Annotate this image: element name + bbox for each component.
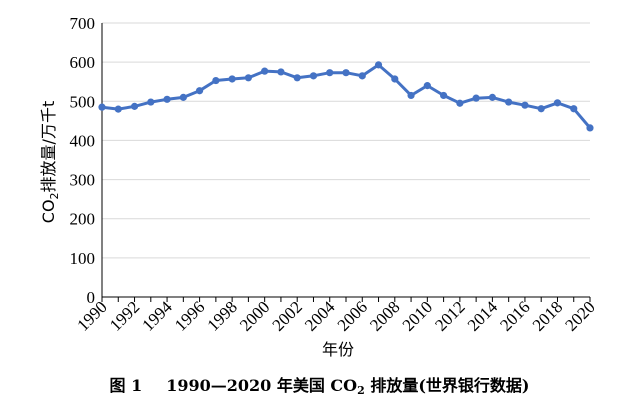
data-point [98, 103, 106, 111]
y-tick-label: 100 [70, 249, 96, 268]
data-point [212, 76, 220, 85]
data-point [521, 101, 529, 109]
data-point [553, 99, 562, 107]
data-point [244, 74, 252, 82]
y-tick-label: 400 [70, 131, 96, 150]
y-tick-labels: 0 100 200 300 400 500 600 700 [70, 14, 96, 307]
data-point [114, 105, 122, 113]
data-point [391, 75, 399, 83]
data-point [505, 98, 513, 106]
data-point [488, 93, 496, 101]
data-point [342, 69, 350, 77]
y-tick-label: 500 [70, 92, 96, 111]
x-tick-label: 2018 [529, 297, 566, 334]
data-point [537, 105, 545, 113]
y-axis-title: CO2排放量/万千t [39, 101, 61, 223]
data-point [570, 105, 578, 113]
x-tick-label: 2004 [301, 297, 339, 335]
data-point [130, 102, 139, 110]
data-point [228, 75, 236, 83]
x-tick-label: 2020 [561, 297, 598, 334]
figure-number: 图 1 [109, 376, 143, 395]
x-tick-label: 1990 [73, 297, 110, 334]
data-point [293, 74, 301, 82]
data-point [261, 67, 269, 75]
figure-caption: 图 1 1990—2020 年美国 CO2 排放量(世界银行数据) [0, 372, 639, 397]
data-point [440, 91, 448, 100]
data-point [456, 99, 464, 107]
x-tick-label: 2014 [464, 297, 502, 335]
y-tick-label: 300 [70, 171, 96, 190]
x-tick-labels: 1990199219941996199820002002200420062008… [73, 297, 598, 335]
x-axis-title: 年份 [322, 340, 354, 359]
x-tick-label: 1996 [171, 297, 208, 334]
x-tick-label: 2002 [269, 297, 306, 334]
x-tick-label: 2008 [366, 297, 403, 334]
data-point [326, 69, 334, 77]
caption-subscript: 2 [357, 384, 365, 397]
y-tick-label: 200 [70, 210, 96, 229]
data-point [407, 91, 415, 100]
data-point [147, 98, 155, 106]
data-point [472, 94, 480, 102]
data-point [586, 124, 594, 132]
x-tick-label: 2006 [334, 297, 371, 334]
data-point [358, 72, 366, 80]
x-tick-label: 1998 [203, 297, 240, 334]
x-tick-label: 2000 [236, 297, 273, 334]
x-tick-label: 2012 [431, 297, 468, 334]
caption-text-start: 1990—2020 年美国 CO [166, 376, 358, 395]
caption-text-end: 排放量(世界银行数据) [364, 376, 530, 395]
data-point [179, 93, 187, 101]
axes [101, 23, 591, 302]
data-point [423, 82, 431, 90]
data-point [196, 87, 204, 95]
x-tick-label: 2010 [399, 297, 436, 334]
y-tick-label: 600 [70, 53, 96, 72]
x-tick-label: 1992 [106, 297, 143, 334]
gridlines [102, 22, 590, 259]
data-point [374, 61, 383, 69]
data-point [277, 68, 285, 76]
x-tick-label: 1994 [138, 297, 176, 335]
series-group [98, 61, 594, 132]
y-tick-label: 0 [87, 288, 96, 307]
line-chart: 0 100 200 300 400 500 600 700 19901992199419961… [39, 14, 599, 359]
y-tick-label: 700 [70, 14, 96, 33]
x-tick-label: 2016 [496, 297, 533, 334]
data-point [309, 72, 318, 80]
data-point [163, 95, 171, 103]
